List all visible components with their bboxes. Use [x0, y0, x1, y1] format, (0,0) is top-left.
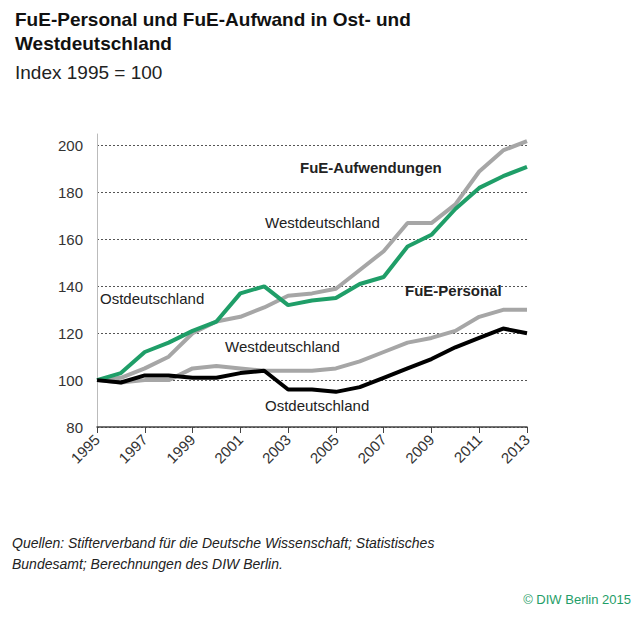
svg-text:200: 200 [58, 137, 83, 154]
svg-text:2013: 2013 [497, 431, 533, 467]
svg-text:Index 1995 = 100: Index 1995 = 100 [15, 62, 162, 83]
svg-text:1997: 1997 [115, 431, 151, 467]
svg-text:100: 100 [58, 372, 83, 389]
svg-text:2009: 2009 [402, 431, 438, 467]
svg-text:140: 140 [58, 278, 83, 295]
svg-text:© DIW Berlin 2015: © DIW Berlin 2015 [523, 592, 631, 607]
svg-text:FuE-Personal und FuE-Aufwand i: FuE-Personal und FuE-Aufwand in Ost- und [15, 9, 416, 30]
svg-text:2011: 2011 [450, 431, 485, 466]
svg-text:1995: 1995 [67, 431, 103, 467]
svg-text:FuE-Personal: FuE-Personal [405, 282, 502, 299]
svg-text:Ostdeutschland: Ostdeutschland [100, 290, 204, 307]
svg-text:Quellen: Stifterverband für di: Quellen: Stifterverband für die Deutsche… [12, 535, 438, 551]
svg-text:Bundesamt; Berechnungen des DI: Bundesamt; Berechnungen des DIW Berlin. [12, 556, 283, 572]
svg-text:FuE-Aufwendungen: FuE-Aufwendungen [300, 159, 442, 176]
svg-text:160: 160 [58, 231, 83, 248]
svg-text:Westdeutschland: Westdeutschland [225, 338, 340, 355]
svg-text:2005: 2005 [306, 431, 342, 467]
svg-text:80: 80 [66, 419, 83, 436]
svg-text:120: 120 [58, 325, 83, 342]
svg-text:2003: 2003 [259, 431, 295, 467]
svg-text:Westdeutschland: Westdeutschland [15, 33, 172, 54]
svg-text:2007: 2007 [354, 431, 390, 467]
svg-text:1999: 1999 [163, 431, 199, 467]
svg-text:Ostdeutschland: Ostdeutschland [265, 397, 369, 414]
svg-text:180: 180 [58, 184, 83, 201]
svg-text:Westdeutschland: Westdeutschland [265, 214, 380, 231]
svg-text:2001: 2001 [211, 431, 247, 467]
